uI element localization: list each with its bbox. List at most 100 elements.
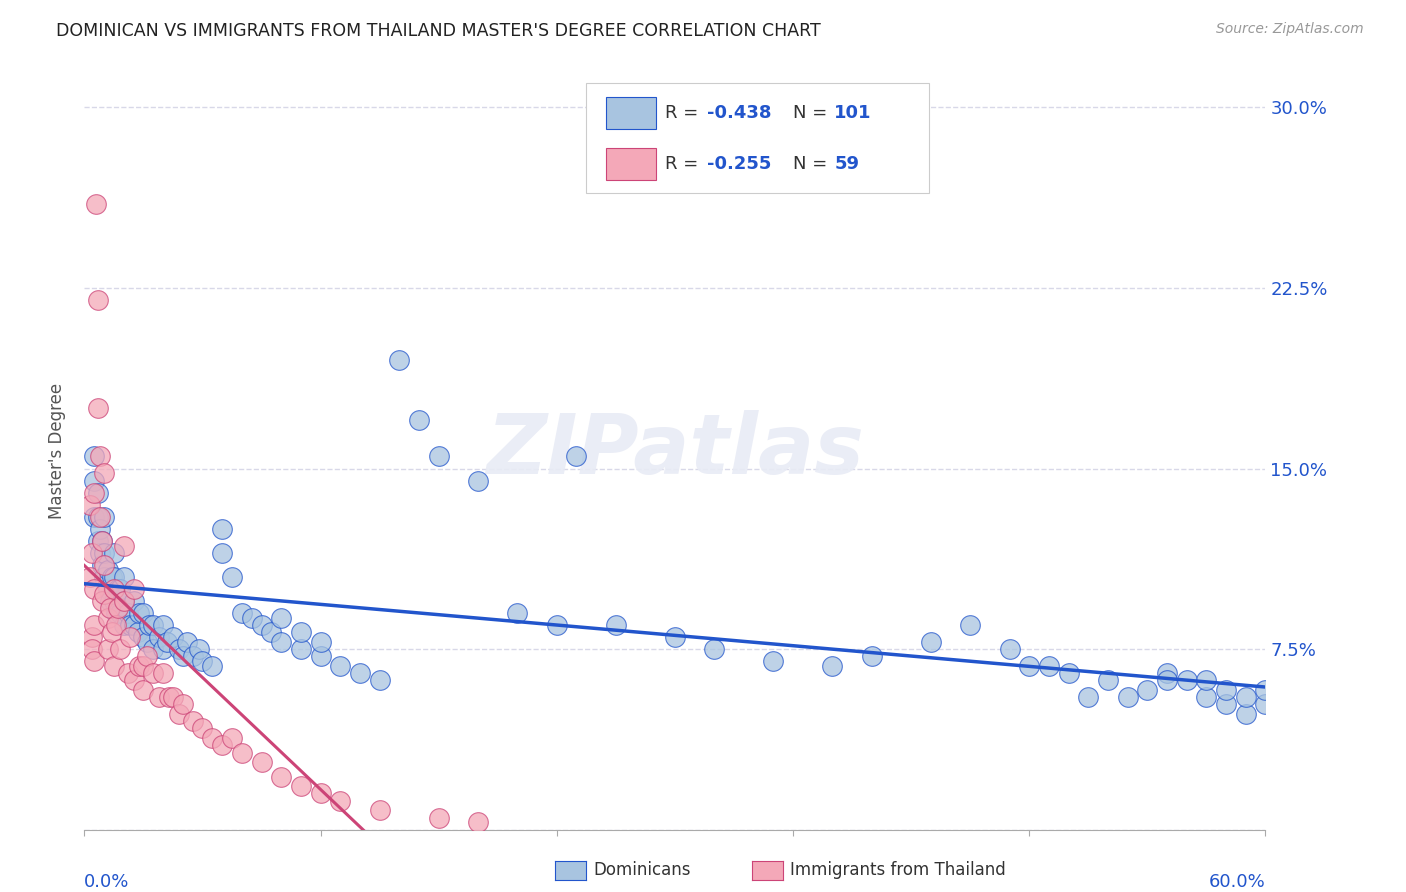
Point <box>112 618 135 632</box>
Point <box>368 673 391 688</box>
Point <box>83 582 105 596</box>
Point <box>84 196 107 211</box>
Point <box>89 509 111 524</box>
Y-axis label: Master's Degree: Master's Degree <box>48 383 66 518</box>
Point <box>1057 666 1080 681</box>
Point <box>1136 682 1159 697</box>
Point <box>240 611 263 625</box>
Point <box>565 450 588 464</box>
Point <box>148 630 170 644</box>
Point <box>91 594 114 608</box>
Point <box>329 794 352 808</box>
Text: 101: 101 <box>834 103 872 121</box>
Point <box>181 649 204 664</box>
Text: R =: R = <box>665 155 704 173</box>
Point <box>108 642 131 657</box>
Point <box>93 509 115 524</box>
Point <box>132 630 155 644</box>
Point <box>1077 690 1099 705</box>
Point <box>87 509 110 524</box>
Point <box>427 811 450 825</box>
Point <box>221 731 243 745</box>
Point <box>112 539 135 553</box>
Point <box>270 770 292 784</box>
Point <box>148 690 170 705</box>
Point <box>82 642 104 657</box>
Point <box>231 746 253 760</box>
Point <box>959 618 981 632</box>
Point <box>860 649 883 664</box>
Point <box>152 618 174 632</box>
Point <box>250 755 273 769</box>
Point <box>79 570 101 584</box>
Point <box>83 654 105 668</box>
Point <box>920 635 942 649</box>
Point <box>176 635 198 649</box>
Point <box>1254 682 1277 697</box>
Point <box>152 666 174 681</box>
Point <box>506 606 529 620</box>
Point <box>201 731 224 745</box>
Text: Source: ZipAtlas.com: Source: ZipAtlas.com <box>1216 22 1364 37</box>
Point <box>122 582 145 596</box>
Point <box>309 649 332 664</box>
Point <box>211 739 233 753</box>
Point <box>97 642 120 657</box>
Point <box>250 618 273 632</box>
Text: DOMINICAN VS IMMIGRANTS FROM THAILAND MASTER'S DEGREE CORRELATION CHART: DOMINICAN VS IMMIGRANTS FROM THAILAND MA… <box>56 22 821 40</box>
Point <box>231 606 253 620</box>
Point <box>97 582 120 596</box>
Point <box>1156 666 1178 681</box>
Point <box>1215 682 1237 697</box>
Point <box>97 563 120 577</box>
Point <box>1195 673 1218 688</box>
Text: Dominicans: Dominicans <box>593 861 690 879</box>
Point <box>368 803 391 817</box>
Point <box>142 642 165 657</box>
Point <box>221 570 243 584</box>
Point <box>1097 673 1119 688</box>
Point <box>136 649 159 664</box>
Point <box>107 601 129 615</box>
FancyBboxPatch shape <box>586 83 929 193</box>
Point <box>1254 698 1277 712</box>
Point <box>83 485 105 500</box>
Point <box>93 558 115 572</box>
Point <box>467 815 489 830</box>
Point <box>128 659 150 673</box>
Point <box>98 601 121 615</box>
Point <box>270 635 292 649</box>
Point <box>89 546 111 560</box>
FancyBboxPatch shape <box>606 148 657 180</box>
Point <box>97 611 120 625</box>
Point <box>167 706 190 721</box>
Point <box>142 618 165 632</box>
Point <box>89 450 111 464</box>
Text: N =: N = <box>793 103 832 121</box>
Point <box>108 606 131 620</box>
Point <box>1175 673 1198 688</box>
Point <box>1116 690 1139 705</box>
Point <box>309 787 332 801</box>
Point <box>762 654 785 668</box>
Point <box>157 690 180 705</box>
Point <box>1234 690 1257 705</box>
Point <box>87 485 110 500</box>
Point <box>118 618 141 632</box>
Point <box>83 450 105 464</box>
Point <box>181 714 204 729</box>
Text: Immigrants from Thailand: Immigrants from Thailand <box>790 861 1005 879</box>
Point <box>127 625 149 640</box>
Point <box>103 659 125 673</box>
FancyBboxPatch shape <box>606 96 657 128</box>
Point <box>329 659 352 673</box>
Text: 59: 59 <box>834 155 859 173</box>
Point <box>1038 659 1060 673</box>
Point <box>132 606 155 620</box>
Point <box>132 659 155 673</box>
Point <box>260 625 283 640</box>
Point <box>172 698 194 712</box>
Point <box>162 630 184 644</box>
Point <box>162 690 184 705</box>
Point <box>156 635 179 649</box>
